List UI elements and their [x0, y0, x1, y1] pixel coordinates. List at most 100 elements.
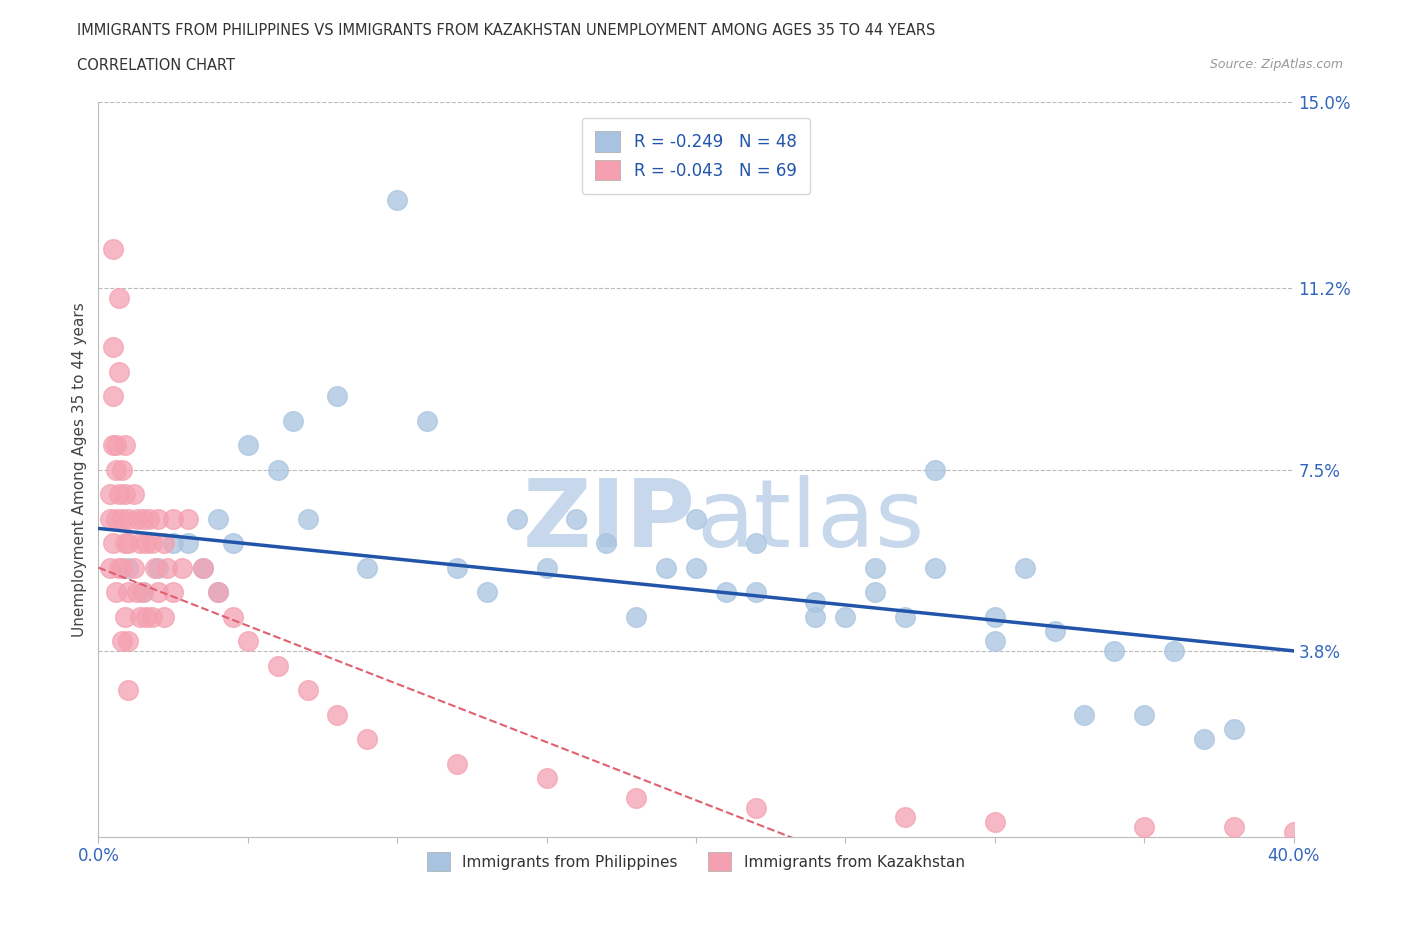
Point	[117, 633, 139, 648]
Point	[141, 536, 163, 551]
Point	[108, 365, 131, 379]
Point	[105, 438, 128, 453]
Point	[536, 771, 558, 786]
Text: IMMIGRANTS FROM PHILIPPINES VS IMMIGRANTS FROM KAZAKHSTAN UNEMPLOYMENT AMONG AGE: IMMIGRANTS FROM PHILIPPINES VS IMMIGRANT…	[77, 23, 936, 38]
Point	[222, 536, 245, 551]
Point	[103, 242, 125, 257]
Point	[191, 560, 214, 575]
Point	[804, 609, 827, 624]
Point	[124, 560, 146, 575]
Point	[114, 609, 136, 624]
Point	[565, 512, 588, 526]
Text: Source: ZipAtlas.com: Source: ZipAtlas.com	[1209, 58, 1343, 71]
Point	[114, 536, 136, 551]
Point	[1282, 825, 1305, 840]
Point	[105, 462, 128, 477]
Point	[138, 512, 160, 526]
Point	[626, 609, 648, 624]
Point	[117, 560, 139, 575]
Point	[111, 512, 134, 526]
Point	[207, 585, 229, 600]
Point	[153, 609, 176, 624]
Point	[984, 633, 1007, 648]
Point	[132, 585, 155, 600]
Point	[143, 560, 166, 575]
Point	[103, 339, 125, 354]
Point	[865, 560, 887, 575]
Point	[148, 585, 170, 600]
Point	[356, 560, 378, 575]
Point	[1104, 644, 1126, 658]
Text: CORRELATION CHART: CORRELATION CHART	[77, 58, 235, 73]
Point	[714, 585, 737, 600]
Point	[162, 585, 184, 600]
Point	[124, 486, 146, 501]
Point	[177, 512, 200, 526]
Point	[132, 585, 155, 600]
Point	[117, 536, 139, 551]
Point	[1192, 732, 1215, 747]
Point	[98, 486, 122, 501]
Point	[108, 486, 131, 501]
Point	[129, 609, 152, 624]
Point	[132, 512, 155, 526]
Point	[924, 462, 946, 477]
Point	[98, 512, 122, 526]
Point	[655, 560, 678, 575]
Point	[103, 389, 125, 404]
Point	[446, 756, 468, 771]
Point	[207, 512, 229, 526]
Point	[162, 512, 184, 526]
Point	[222, 609, 245, 624]
Point	[297, 683, 319, 698]
Point	[135, 609, 157, 624]
Point	[267, 462, 290, 477]
Point	[153, 536, 176, 551]
Point	[1163, 644, 1185, 658]
Point	[281, 413, 304, 428]
Point	[446, 560, 468, 575]
Text: ZIP: ZIP	[523, 475, 696, 567]
Point	[148, 512, 170, 526]
Point	[117, 683, 139, 698]
Point	[172, 560, 194, 575]
Point	[475, 585, 498, 600]
Point	[626, 790, 648, 805]
Point	[1014, 560, 1036, 575]
Point	[385, 193, 409, 207]
Point	[804, 594, 827, 609]
Point	[536, 560, 558, 575]
Point	[162, 536, 184, 551]
Point	[924, 560, 946, 575]
Point	[267, 658, 290, 673]
Point	[984, 815, 1007, 830]
Point	[111, 633, 134, 648]
Point	[108, 291, 131, 306]
Point	[177, 536, 200, 551]
Point	[98, 560, 122, 575]
Point	[148, 560, 170, 575]
Point	[326, 389, 349, 404]
Point	[595, 536, 617, 551]
Point	[141, 609, 163, 624]
Point	[111, 560, 134, 575]
Point	[356, 732, 378, 747]
Point	[1073, 707, 1095, 722]
Point	[114, 486, 136, 501]
Point	[127, 585, 149, 600]
Point	[1223, 722, 1246, 737]
Point	[865, 585, 887, 600]
Point	[326, 707, 349, 722]
Point	[1133, 819, 1156, 834]
Point	[894, 810, 917, 825]
Point	[117, 585, 139, 600]
Point	[117, 512, 139, 526]
Point	[114, 438, 136, 453]
Point	[108, 560, 131, 575]
Point	[103, 438, 125, 453]
Point	[127, 512, 149, 526]
Point	[236, 633, 259, 648]
Point	[834, 609, 856, 624]
Point	[1133, 707, 1156, 722]
Legend: Immigrants from Philippines, Immigrants from Kazakhstan: Immigrants from Philippines, Immigrants …	[422, 846, 970, 877]
